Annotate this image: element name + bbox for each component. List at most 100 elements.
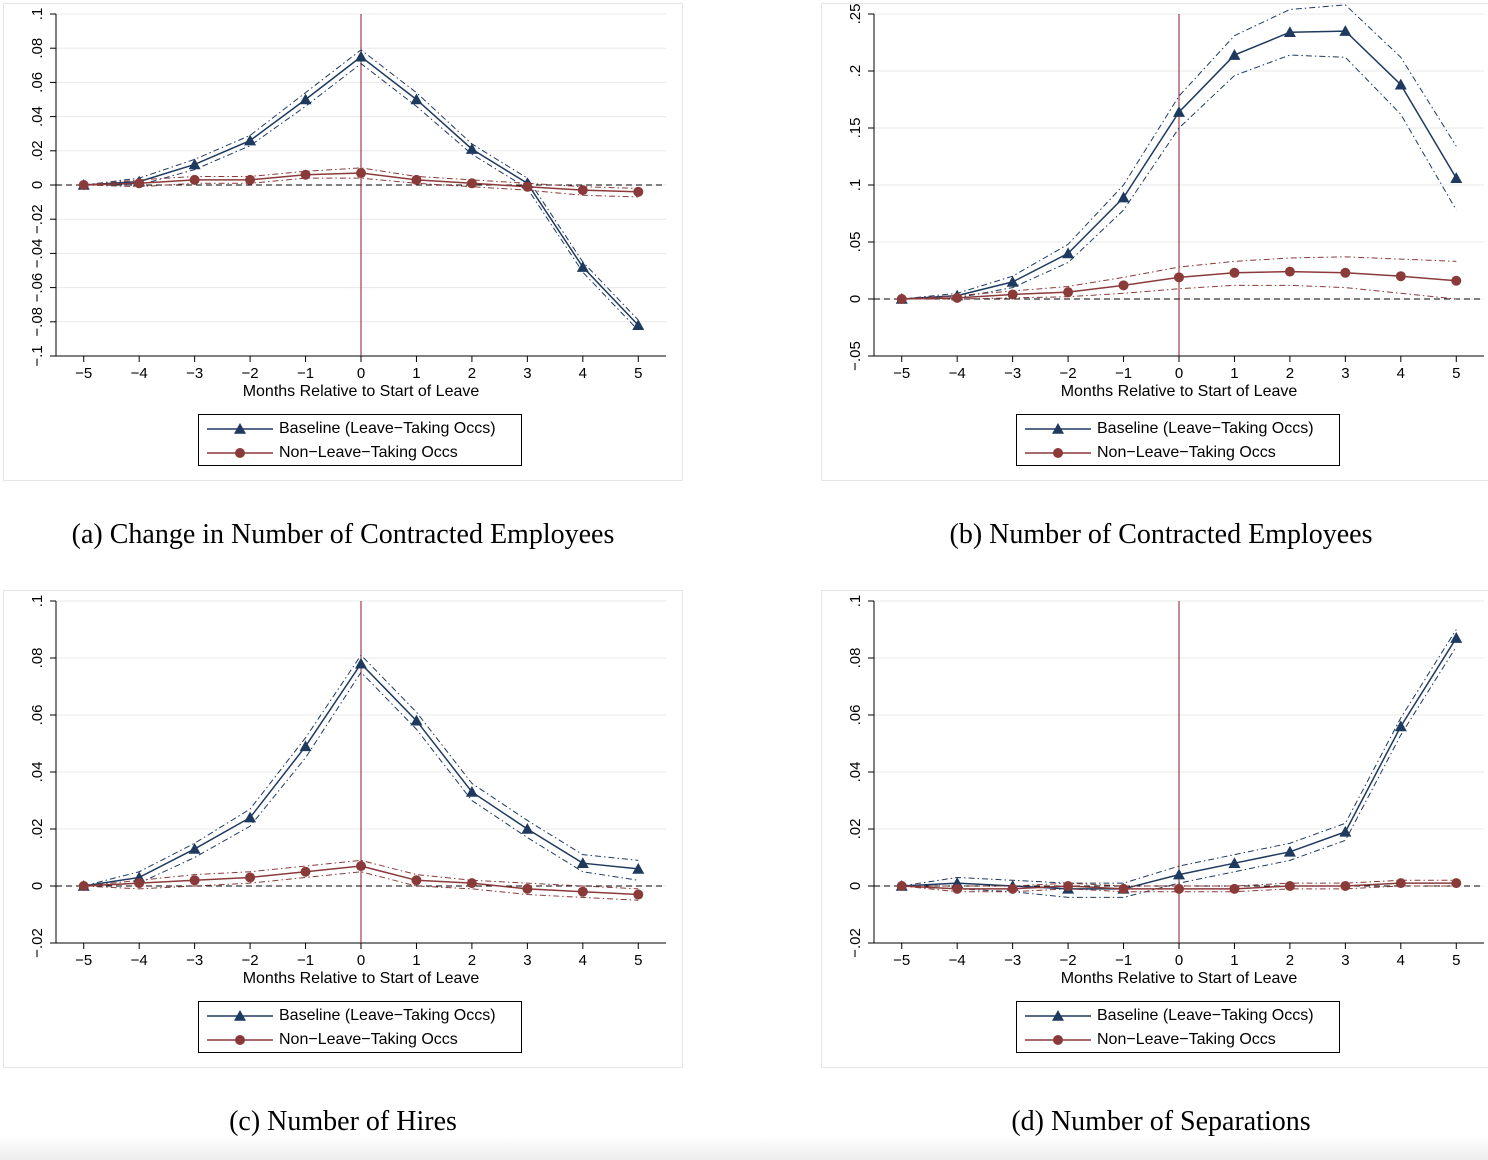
x-tick-label: −4	[949, 952, 966, 969]
y-tick-label: .05	[847, 232, 864, 253]
bottom-fade	[0, 1136, 1488, 1160]
legend: Baseline (Leave−Taking Occs) Non−Leave−Ta…	[198, 1001, 522, 1053]
x-tick-label: 5	[634, 365, 642, 382]
legend-label: Baseline (Leave−Taking Occs)	[279, 420, 496, 437]
x-tick-label: −5	[75, 952, 92, 969]
chart-panel: −.02 0 .02 .04 .06 .08 .1 −5 −4 −3 −2 −1 0 1 2 3 4 5 Month…	[3, 590, 683, 1068]
data-point-circle	[1340, 881, 1351, 891]
data-point-triangle	[465, 785, 478, 797]
ci-upper-line	[901, 879, 1457, 887]
y-tick-label: .2	[847, 65, 864, 78]
data-point-triangle	[1450, 632, 1463, 643]
x-tick-label: −3	[1004, 365, 1021, 382]
data-point-triangle	[244, 811, 257, 823]
data-point-circle	[300, 866, 311, 877]
x-tick-label: 4	[579, 952, 587, 969]
x-tick-label: 3	[523, 952, 531, 969]
y-tick-label: −.02	[29, 928, 46, 958]
x-axis-label: Months Relative to Start of Leave	[243, 383, 480, 400]
legend-label: Baseline (Leave−Taking Occs)	[1097, 420, 1314, 437]
legend-marker-triangle	[1052, 1010, 1064, 1021]
data-point-triangle	[632, 319, 645, 331]
x-tick-label: 1	[1230, 365, 1238, 382]
legend-swatch	[207, 423, 273, 434]
x-axis-label: Months Relative to Start of Leave	[1061, 383, 1298, 400]
y-tick-label: 0	[847, 882, 864, 890]
chart-svg: −.02 0 .02 .04 .06 .08 .1 −5 −4 −3 −2 −1 0 1 2 3 4 5 Month…	[29, 595, 666, 987]
x-tick-label: 1	[1230, 952, 1238, 969]
legend-swatch	[1025, 1010, 1091, 1021]
x-tick-label: 4	[579, 365, 587, 382]
data-point-circle	[1174, 883, 1184, 894]
data-point-triangle	[188, 842, 201, 854]
data-point-triangle	[1283, 26, 1296, 38]
panel-caption: (d) Number of Separations	[1011, 1106, 1311, 1137]
x-tick-label: 2	[468, 952, 476, 969]
data-point-triangle	[410, 93, 423, 105]
legend-marker-triangle	[234, 1010, 246, 1021]
data-point-circle	[78, 881, 89, 891]
ci-lower-line	[83, 177, 639, 198]
data-point-triangle	[521, 823, 534, 834]
x-tick-label: −2	[242, 365, 259, 382]
data-point-triangle	[1394, 78, 1407, 90]
data-point-triangle	[1228, 49, 1241, 60]
x-tick-label: 5	[634, 952, 642, 969]
data-point-triangle	[1339, 25, 1352, 36]
ci-lower-line	[901, 284, 1457, 300]
x-tick-label: −3	[186, 365, 203, 382]
data-point-triangle	[1117, 191, 1130, 203]
data-point-circle	[1284, 881, 1295, 891]
chart-svg: −.1 −.08 −.06 −.04 −.02 0 .02 .04 .06 .08 .1 −5 −4 −3…	[29, 8, 666, 400]
x-tick-label: −5	[75, 365, 92, 382]
data-point-circle	[1395, 878, 1406, 889]
legend-item: Baseline (Leave−Taking Occs)	[199, 1004, 521, 1028]
x-tick-label: 1	[412, 952, 420, 969]
x-tick-label: 5	[1452, 952, 1460, 969]
data-point-triangle	[1450, 172, 1463, 183]
x-tick-label: 1	[412, 365, 420, 382]
data-point-triangle	[576, 857, 589, 868]
data-point-circle	[896, 294, 907, 304]
x-tick-label: −4	[131, 365, 148, 382]
legend-item: Non−Leave−Taking Occs	[1017, 441, 1339, 465]
y-tick-label: .02	[29, 140, 46, 161]
legend-marker-triangle	[1052, 423, 1064, 434]
legend-item: Non−Leave−Taking Occs	[1017, 1028, 1339, 1052]
x-tick-label: 3	[1341, 952, 1349, 969]
legend-marker-circle	[1053, 1035, 1063, 1045]
legend: Baseline (Leave−Taking Occs) Non−Leave−Ta…	[1016, 1001, 1340, 1053]
x-tick-label: −1	[1115, 365, 1132, 382]
legend-label: Non−Leave−Taking Occs	[279, 444, 458, 461]
x-tick-label: −5	[893, 952, 910, 969]
data-point-circle	[896, 881, 907, 891]
data-point-triangle	[1283, 845, 1296, 857]
y-tick-label: .1	[847, 595, 864, 608]
legend-item: Baseline (Leave−Taking Occs)	[1017, 1004, 1339, 1028]
y-tick-label: .1	[847, 179, 864, 192]
data-point-circle	[577, 886, 588, 897]
data-point-circle	[78, 180, 89, 190]
ci-upper-line	[83, 654, 639, 887]
data-point-circle	[466, 878, 477, 889]
ci-lower-line	[83, 62, 639, 331]
y-tick-label: .04	[29, 106, 46, 127]
y-tick-label: .06	[847, 705, 864, 726]
y-tick-label: 0	[847, 295, 864, 303]
y-tick-label: −.06	[29, 273, 46, 303]
ci-upper-line	[83, 49, 639, 321]
legend-item: Non−Leave−Taking Occs	[199, 1028, 521, 1052]
x-tick-label: 4	[1397, 365, 1405, 382]
legend-item: Non−Leave−Taking Occs	[199, 441, 521, 465]
x-tick-label: 0	[357, 952, 365, 969]
legend-marker-triangle	[234, 423, 246, 434]
legend-label: Non−Leave−Taking Occs	[279, 1031, 458, 1048]
x-tick-label: −4	[131, 952, 148, 969]
chart-svg: −.02 0 .02 .04 .06 .08 .1 −5 −4 −3 −2 −1 0 1 2 3 4 5 Month…	[847, 595, 1484, 987]
data-point-circle	[300, 169, 311, 180]
data-point-circle	[1451, 275, 1462, 286]
ci-lower-line	[83, 671, 639, 887]
data-point-circle	[1007, 289, 1018, 300]
x-tick-label: −2	[1060, 365, 1077, 382]
x-tick-label: 0	[357, 365, 365, 382]
